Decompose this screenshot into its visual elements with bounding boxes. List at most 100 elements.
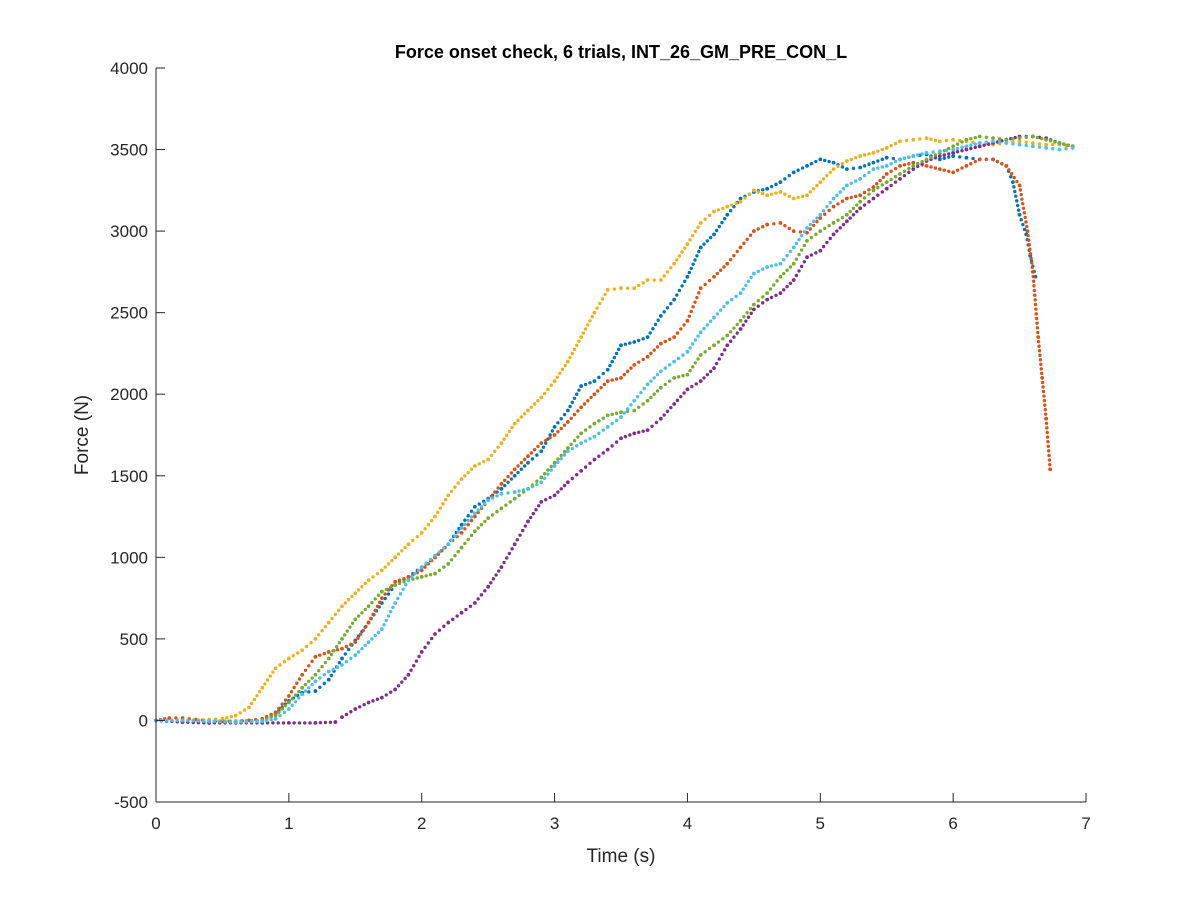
data-point — [867, 200, 871, 204]
data-point — [1022, 211, 1027, 215]
data-point — [563, 363, 567, 368]
data-point — [858, 193, 863, 198]
data-point — [404, 583, 408, 587]
data-point — [364, 624, 368, 629]
data-point — [655, 372, 660, 377]
data-point — [625, 409, 630, 414]
data-point — [735, 322, 739, 327]
data-point — [685, 242, 690, 247]
data-point — [743, 196, 747, 200]
data-point — [862, 203, 867, 207]
data-point — [898, 139, 902, 144]
data-point — [1040, 376, 1045, 380]
x-tick-label: 3 — [550, 814, 559, 833]
data-point — [765, 222, 770, 227]
data-point — [769, 184, 774, 189]
data-point — [546, 387, 550, 392]
data-point — [675, 293, 679, 297]
data-point — [995, 159, 1000, 164]
data-point — [844, 183, 849, 188]
data-point — [349, 642, 353, 647]
data-point — [782, 288, 786, 292]
data-point — [269, 717, 273, 722]
data-point — [534, 508, 538, 512]
data-point — [539, 480, 544, 485]
data-point — [400, 680, 404, 684]
data-point — [778, 274, 783, 279]
data-point — [685, 372, 690, 377]
data-point — [337, 661, 342, 665]
data-point — [703, 217, 707, 221]
data-point — [572, 396, 577, 400]
data-point — [761, 295, 765, 299]
data-point — [1030, 269, 1035, 274]
data-point — [785, 253, 789, 258]
data-point — [601, 371, 605, 376]
data-point — [559, 456, 563, 461]
data-point — [893, 141, 898, 146]
data-point — [687, 314, 692, 318]
data-point — [1041, 389, 1046, 394]
data-point — [645, 382, 650, 387]
data-point — [951, 137, 956, 142]
data-point — [955, 168, 960, 172]
data-point — [632, 362, 637, 367]
data-point — [878, 178, 882, 183]
data-point — [997, 137, 1002, 141]
data-point — [639, 390, 643, 395]
data-point — [218, 719, 222, 724]
data-point — [323, 720, 328, 725]
data-point — [572, 347, 577, 352]
data-point — [619, 410, 623, 415]
data-point — [619, 286, 623, 291]
data-point — [1028, 247, 1032, 251]
data-point — [708, 369, 713, 374]
data-point — [451, 617, 455, 622]
data-point — [522, 464, 527, 468]
data-point — [658, 278, 663, 282]
data-point — [688, 238, 692, 242]
data-point — [379, 596, 384, 601]
data-point — [530, 457, 535, 461]
data-point — [942, 168, 946, 172]
data-point — [597, 454, 601, 458]
data-point — [741, 287, 745, 291]
data-point — [313, 636, 318, 641]
data-point — [337, 641, 342, 645]
data-point — [541, 445, 546, 449]
data-point — [562, 412, 567, 417]
data-point — [725, 261, 730, 266]
data-point — [1027, 243, 1032, 247]
data-point — [559, 416, 563, 421]
data-point — [592, 421, 597, 426]
data-point — [680, 284, 684, 288]
data-point — [880, 165, 884, 169]
data-point — [1004, 141, 1009, 145]
data-point — [693, 258, 697, 262]
data-point — [400, 549, 404, 553]
data-point — [1035, 326, 1040, 330]
data-point — [1011, 180, 1015, 185]
data-point — [505, 556, 509, 560]
data-point — [947, 155, 951, 159]
data-point — [695, 295, 699, 300]
data-point — [1043, 407, 1047, 412]
data-point — [1040, 371, 1044, 376]
data-point — [1023, 215, 1027, 220]
data-point — [1042, 398, 1047, 403]
data-point — [858, 177, 863, 181]
data-point — [542, 391, 547, 396]
data-point — [802, 243, 807, 248]
data-point — [658, 385, 663, 390]
data-point — [851, 206, 856, 210]
data-point — [373, 633, 377, 638]
data-point — [623, 342, 628, 346]
data-point — [617, 347, 621, 352]
data-point — [645, 354, 650, 359]
data-point — [507, 551, 512, 556]
data-point — [685, 318, 690, 323]
data-point — [838, 226, 842, 230]
data-point — [637, 430, 641, 434]
data-point — [283, 698, 288, 702]
